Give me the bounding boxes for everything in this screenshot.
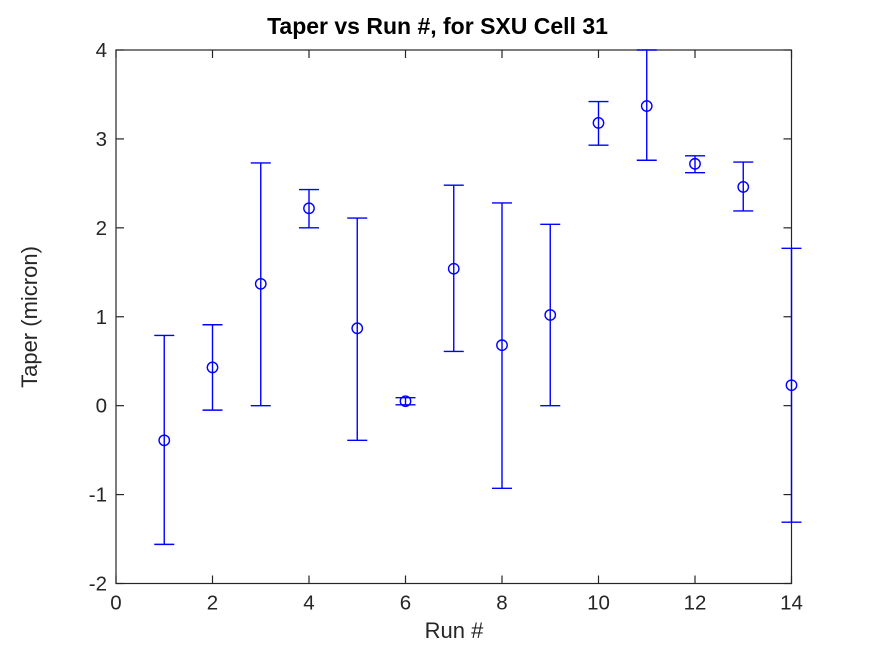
y-tick-label: 2: [96, 217, 107, 240]
errorbar-point: [202, 324, 223, 411]
data-marker: [544, 309, 557, 321]
y-tick-label: -2: [89, 573, 107, 596]
data-marker: [254, 277, 267, 290]
data-marker: [303, 202, 315, 215]
data-marker: [640, 100, 653, 112]
y-tick-label: 0: [96, 395, 107, 418]
y-tick-label: 4: [96, 39, 107, 62]
errorbar-point: [250, 162, 271, 407]
x-tick-label: 0: [110, 592, 121, 615]
y-tick-label: 3: [96, 128, 107, 151]
errorbar-point: [540, 223, 561, 407]
x-tick-label: 12: [684, 592, 707, 615]
data-marker: [592, 117, 605, 129]
data-marker: [399, 395, 412, 408]
data-marker: [496, 339, 508, 352]
data-marker: [158, 434, 171, 447]
data-marker: [785, 379, 798, 392]
data-marker: [206, 361, 219, 374]
x-tick-label: 14: [780, 592, 803, 615]
x-tick-label: 6: [400, 592, 411, 615]
x-tick-label: 10: [587, 592, 610, 615]
y-tick-label: 1: [96, 306, 107, 329]
data-marker: [689, 157, 701, 170]
errorbar-point: [685, 155, 705, 174]
errorbar-point: [636, 49, 657, 161]
data-marker: [447, 262, 460, 275]
x-tick-label: 2: [207, 592, 218, 615]
data-marker: [737, 181, 750, 193]
errorbar-point: [733, 161, 754, 212]
errorbar-point: [154, 334, 175, 546]
errorbar-point: [443, 184, 464, 353]
errorbar-point: [588, 100, 609, 146]
errorbar-point: [492, 202, 512, 490]
y-tick-label: -1: [89, 484, 107, 507]
x-axis-label: Run #: [424, 618, 484, 643]
chart-title: Taper vs Run #, for SXU Cell 31: [267, 13, 608, 39]
x-tick-label: 8: [496, 592, 507, 615]
errorbar-point: [781, 247, 802, 523]
x-tick-label: 4: [303, 592, 314, 615]
errorbar-point: [299, 188, 319, 229]
errorbar-point: [395, 395, 416, 408]
errorbar-point: [347, 217, 368, 442]
data-marker: [351, 322, 364, 335]
y-axis-label: Taper (micron): [17, 246, 42, 388]
